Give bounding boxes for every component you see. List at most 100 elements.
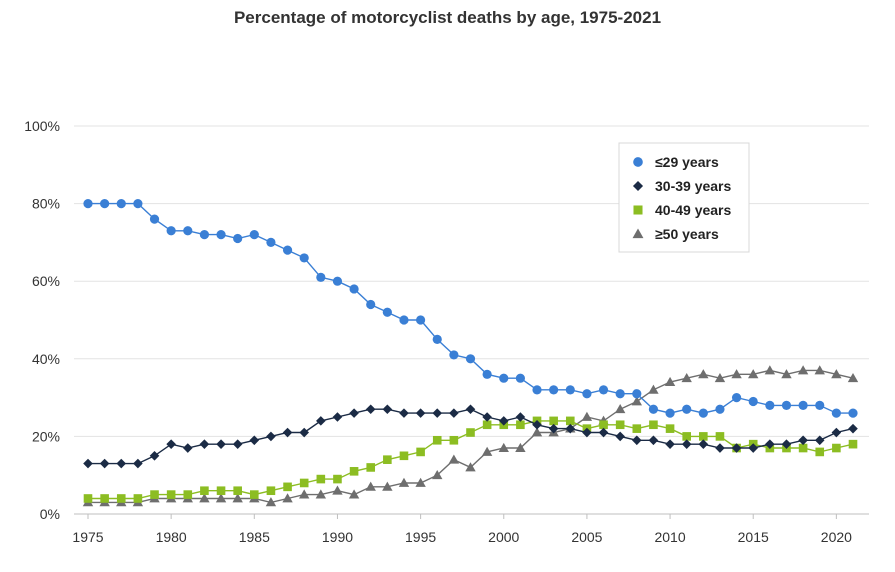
data-point [665, 408, 675, 418]
data-point [681, 439, 692, 449]
data-point [299, 478, 309, 488]
data-point [698, 408, 708, 418]
data-point [748, 396, 758, 407]
data-point [166, 439, 176, 449]
data-point [764, 365, 776, 375]
data-point [199, 493, 210, 503]
x-tick-label: 2000 [488, 529, 519, 545]
data-point [448, 454, 460, 464]
data-point [133, 199, 143, 209]
x-tick-label: 1985 [239, 529, 270, 545]
data-point [266, 237, 276, 247]
data-point [183, 226, 193, 236]
data-point [348, 489, 360, 499]
data-point [83, 458, 93, 469]
data-point [699, 432, 708, 441]
x-tick-label: 2020 [821, 529, 852, 545]
data-point [632, 435, 642, 446]
data-point [482, 412, 492, 422]
data-point [831, 427, 842, 438]
data-point [116, 494, 126, 503]
data-point [682, 432, 691, 441]
data-point [432, 334, 442, 344]
data-point [366, 463, 376, 472]
data-point [332, 485, 343, 495]
data-point [116, 199, 126, 209]
data-point [515, 373, 525, 383]
data-point [449, 435, 459, 445]
chart-title: Percentage of motorcyclist deaths by age… [233, 8, 662, 27]
legend-label: ≥50 years [655, 226, 719, 242]
data-point [465, 404, 476, 415]
data-point [714, 373, 726, 383]
data-point [615, 420, 625, 430]
data-point [798, 400, 808, 410]
x-tick-label: 2010 [654, 529, 685, 545]
data-point [150, 490, 159, 499]
data-point [698, 439, 709, 449]
x-tick-label: 2015 [738, 529, 769, 545]
data-point [515, 412, 526, 422]
data-point [797, 365, 809, 375]
data-point [648, 384, 659, 394]
legend-label: 30-39 years [655, 178, 732, 194]
data-point [565, 416, 575, 426]
data-point [299, 253, 309, 263]
data-point [149, 451, 160, 461]
data-point [382, 404, 393, 415]
data-point [282, 245, 293, 255]
data-point [781, 369, 792, 379]
data-point [332, 276, 343, 286]
data-point [681, 373, 692, 383]
data-point [549, 416, 558, 426]
data-point [598, 427, 609, 438]
data-point [482, 420, 492, 430]
data-point [166, 226, 176, 236]
data-point [282, 427, 293, 438]
data-point [598, 385, 609, 395]
data-point [748, 369, 759, 379]
data-point [615, 389, 625, 399]
data-point [83, 199, 93, 209]
data-point [481, 446, 493, 456]
y-tick-label: 0% [40, 506, 60, 522]
data-point [815, 400, 825, 410]
data-point [499, 373, 509, 383]
data-point [731, 369, 742, 379]
data-point [781, 439, 792, 449]
data-point [582, 427, 592, 438]
gridlines [74, 125, 869, 515]
data-point [200, 486, 209, 496]
series-layer [82, 199, 859, 507]
data-point [232, 493, 243, 503]
data-point [781, 400, 792, 410]
data-point [249, 230, 259, 240]
data-point [531, 427, 543, 437]
data-point [416, 315, 426, 325]
x-tick-label: 1980 [156, 529, 187, 545]
data-point [332, 412, 343, 422]
data-point [814, 365, 825, 375]
data-point [316, 474, 326, 484]
data-point [765, 439, 775, 449]
data-point [615, 431, 625, 442]
data-point [315, 489, 327, 499]
data-point [299, 427, 309, 438]
data-point [416, 447, 425, 457]
axes: 0% 20% 40% 60% 80% 100% 1975 1980 1985 1990 1995 20… [24, 118, 852, 545]
data-point [632, 389, 642, 399]
data-point [664, 376, 676, 386]
x-tick-label: 1995 [405, 529, 436, 545]
data-point [133, 494, 143, 503]
data-point [848, 408, 858, 418]
data-point [316, 272, 326, 282]
data-point [715, 404, 725, 414]
data-point [449, 408, 459, 418]
data-point [715, 432, 725, 441]
data-point [848, 439, 858, 449]
x-tick-label: 1990 [322, 529, 353, 545]
legend-item: 40-49 years [633, 202, 732, 218]
data-point [465, 462, 476, 472]
data-point [765, 400, 775, 410]
